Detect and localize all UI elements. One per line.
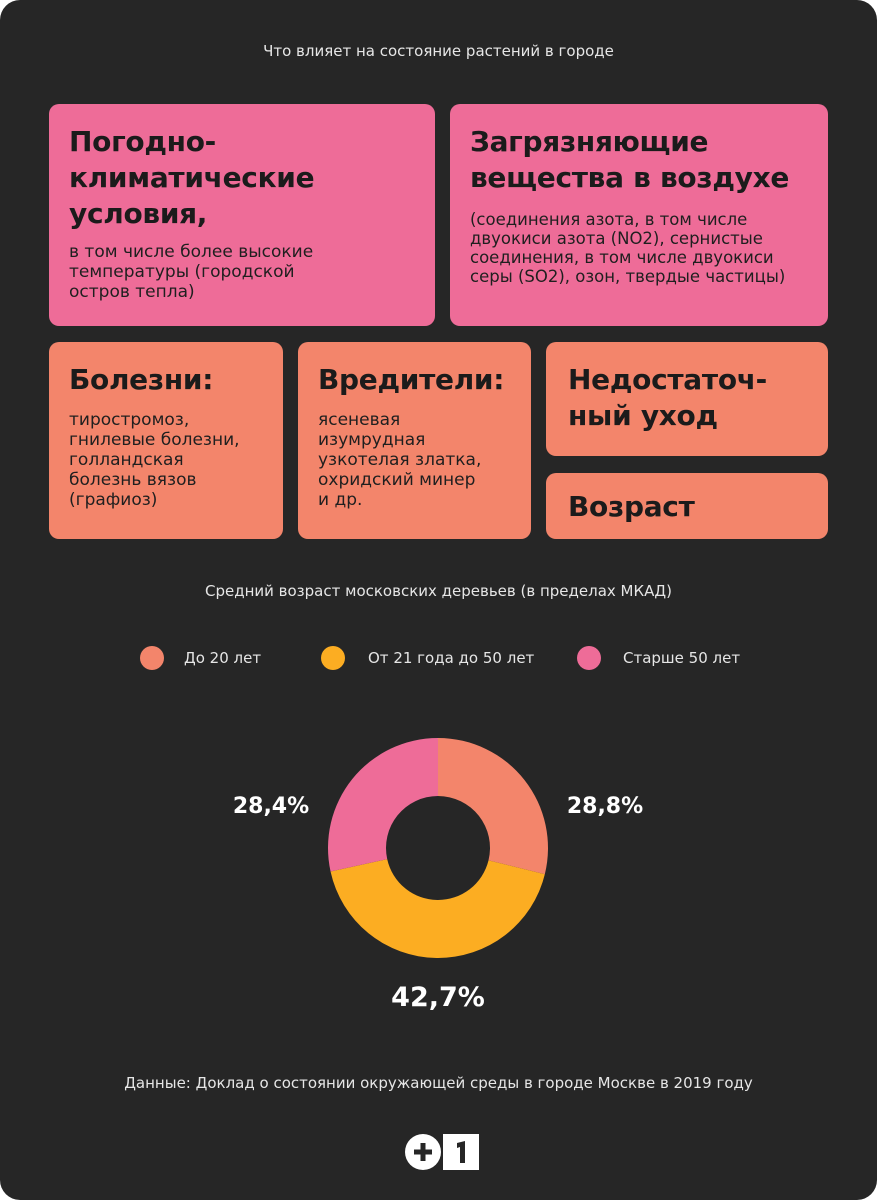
factor-description: ясеневая изумрудная узкотелая златка, ох… xyxy=(318,410,482,510)
page-title: Что влияет на состояние растений в город… xyxy=(263,42,614,60)
factor-card-care: Недостаточ- ный уход xyxy=(546,342,828,456)
factor-title: Болезни: xyxy=(69,363,214,396)
donut-chart: 28,8% 42,7% 28,4% xyxy=(233,738,643,1013)
legend-item: До 20 лет xyxy=(140,645,261,671)
legend-label: Старше 50 лет xyxy=(623,649,741,667)
factor-card-pests: Вредители: ясеневая изумрудная узкотелая… xyxy=(298,342,531,539)
legend-swatch xyxy=(321,646,345,670)
legend-swatch xyxy=(577,646,601,670)
slice-under-20 xyxy=(438,738,548,875)
factor-card-diseases: Болезни: тиростромоз, гнилевые болезни, … xyxy=(49,342,283,539)
slice-percent-label: 28,8% xyxy=(567,794,643,819)
slice-over-50 xyxy=(328,738,438,872)
factor-title: Вредители: xyxy=(318,363,505,396)
slice-21-to-50 xyxy=(330,859,545,958)
factor-title: Возраст xyxy=(568,490,695,523)
legend-item: От 21 года до 50 лет xyxy=(321,645,534,671)
legend-label: От 21 года до 50 лет xyxy=(368,649,535,667)
factor-title: Недостаточ- ный уход xyxy=(568,363,768,432)
factor-description: в том числе более высокие температуры (г… xyxy=(69,242,314,302)
chart-legend: До 20 лет От 21 года до 50 лет Старше 50… xyxy=(0,645,877,671)
factor-card-weather: Погодно- климатические условия, в том чи… xyxy=(49,104,435,326)
legend-item: Старше 50 лет xyxy=(577,645,740,671)
chart-title: Средний возраст московских деревьев (в п… xyxy=(205,582,672,600)
factor-title: Погодно- климатические условия, xyxy=(69,125,315,230)
legend-label: До 20 лет xyxy=(184,649,262,667)
factor-description: тиростромоз, гнилевые болезни, голландск… xyxy=(69,410,240,510)
slice-percent-label: 42,7% xyxy=(391,982,485,1013)
legend-swatch xyxy=(140,646,164,670)
slice-percent-label: 28,4% xyxy=(233,794,309,819)
data-source: Данные: Доклад о состоянии окружающей ср… xyxy=(124,1074,753,1092)
factor-title: Загрязняющие вещества в воздухе xyxy=(470,125,790,194)
plus-one-logo xyxy=(405,1134,479,1170)
factor-card-age: Возраст xyxy=(546,473,828,539)
factor-description: (соединения азота, в том числе двуокиси … xyxy=(470,210,786,286)
factor-card-pollution: Загрязняющие вещества в воздухе (соедине… xyxy=(450,104,828,326)
